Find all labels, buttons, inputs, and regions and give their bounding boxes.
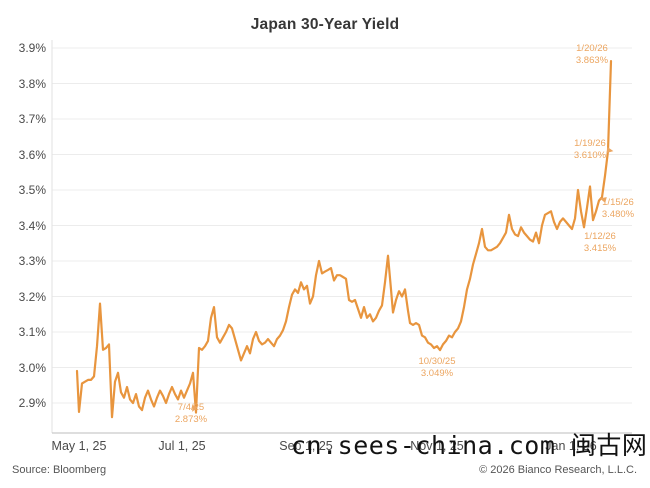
point-annotation: 1/12/26 3.415% bbox=[584, 231, 616, 254]
x-tick-label: Jul 1, 25 bbox=[158, 439, 206, 453]
chart-title: Japan 30-Year Yield bbox=[250, 16, 400, 33]
annotation-arrow-icon bbox=[606, 147, 614, 153]
point-annotation: 1/15/26 3.480% bbox=[602, 197, 634, 220]
x-tick-label: Jan 1, 26 bbox=[545, 439, 597, 453]
y-tick-label: 3.5% bbox=[18, 183, 46, 197]
y-tick-label: 3.3% bbox=[18, 254, 46, 268]
annotation-value: 2.873% bbox=[174, 413, 208, 425]
annotation-date: 7/4/25 bbox=[177, 402, 205, 413]
y-tick-label: 3.9% bbox=[18, 41, 46, 55]
y-tick-label: 2.9% bbox=[18, 396, 46, 410]
annotation-value: 3.049% bbox=[420, 367, 454, 379]
x-tick-label: Nov 1, 25 bbox=[410, 439, 464, 453]
point-annotation: 1/19/26 3.610% bbox=[574, 138, 606, 161]
annotation-date: 1/15/26 bbox=[602, 197, 634, 208]
yield-line-series bbox=[75, 59, 613, 419]
source-credit: Source: Bloomberg bbox=[12, 464, 107, 476]
annotation-date: 1/19/26 bbox=[574, 138, 606, 149]
x-tick-label: May 1, 25 bbox=[51, 439, 107, 453]
annotation-value: 3.863% bbox=[575, 54, 609, 66]
annotation-arrow-icon bbox=[192, 404, 198, 412]
annotation-arrow-icon bbox=[599, 197, 607, 203]
annotation-date: 10/30/25 bbox=[418, 356, 456, 367]
annotation-value: 3.415% bbox=[583, 242, 617, 254]
point-annotation: 10/30/25 3.049% bbox=[419, 356, 456, 379]
y-tick-label: 3.4% bbox=[18, 218, 46, 233]
point-annotation: 7/4/25 2.873% bbox=[175, 402, 207, 425]
y-tick-label: 3.0% bbox=[18, 360, 46, 375]
y-tick-label: 3.7% bbox=[18, 112, 46, 126]
annotation-value: 3.480% bbox=[601, 208, 635, 220]
point-annotation: 1/20/26 3.863% bbox=[576, 43, 608, 66]
annotation-value: 3.610% bbox=[573, 149, 607, 161]
y-tick-label: 3.8% bbox=[18, 76, 46, 91]
annotation-date: 1/20/26 bbox=[576, 43, 608, 54]
y-tick-label: 3.2% bbox=[18, 289, 46, 304]
y-tick-label: 3.6% bbox=[18, 147, 46, 162]
watermark-text: cn.sees-china.com 闽古网 bbox=[291, 431, 648, 460]
copyright-notice: © 2026 Bianco Research, L.L.C. bbox=[479, 464, 637, 476]
y-tick-label: 3.1% bbox=[18, 325, 46, 339]
x-tick-label: Sep 1, 25 bbox=[279, 439, 333, 453]
annotation-date: 1/12/26 bbox=[584, 231, 616, 242]
